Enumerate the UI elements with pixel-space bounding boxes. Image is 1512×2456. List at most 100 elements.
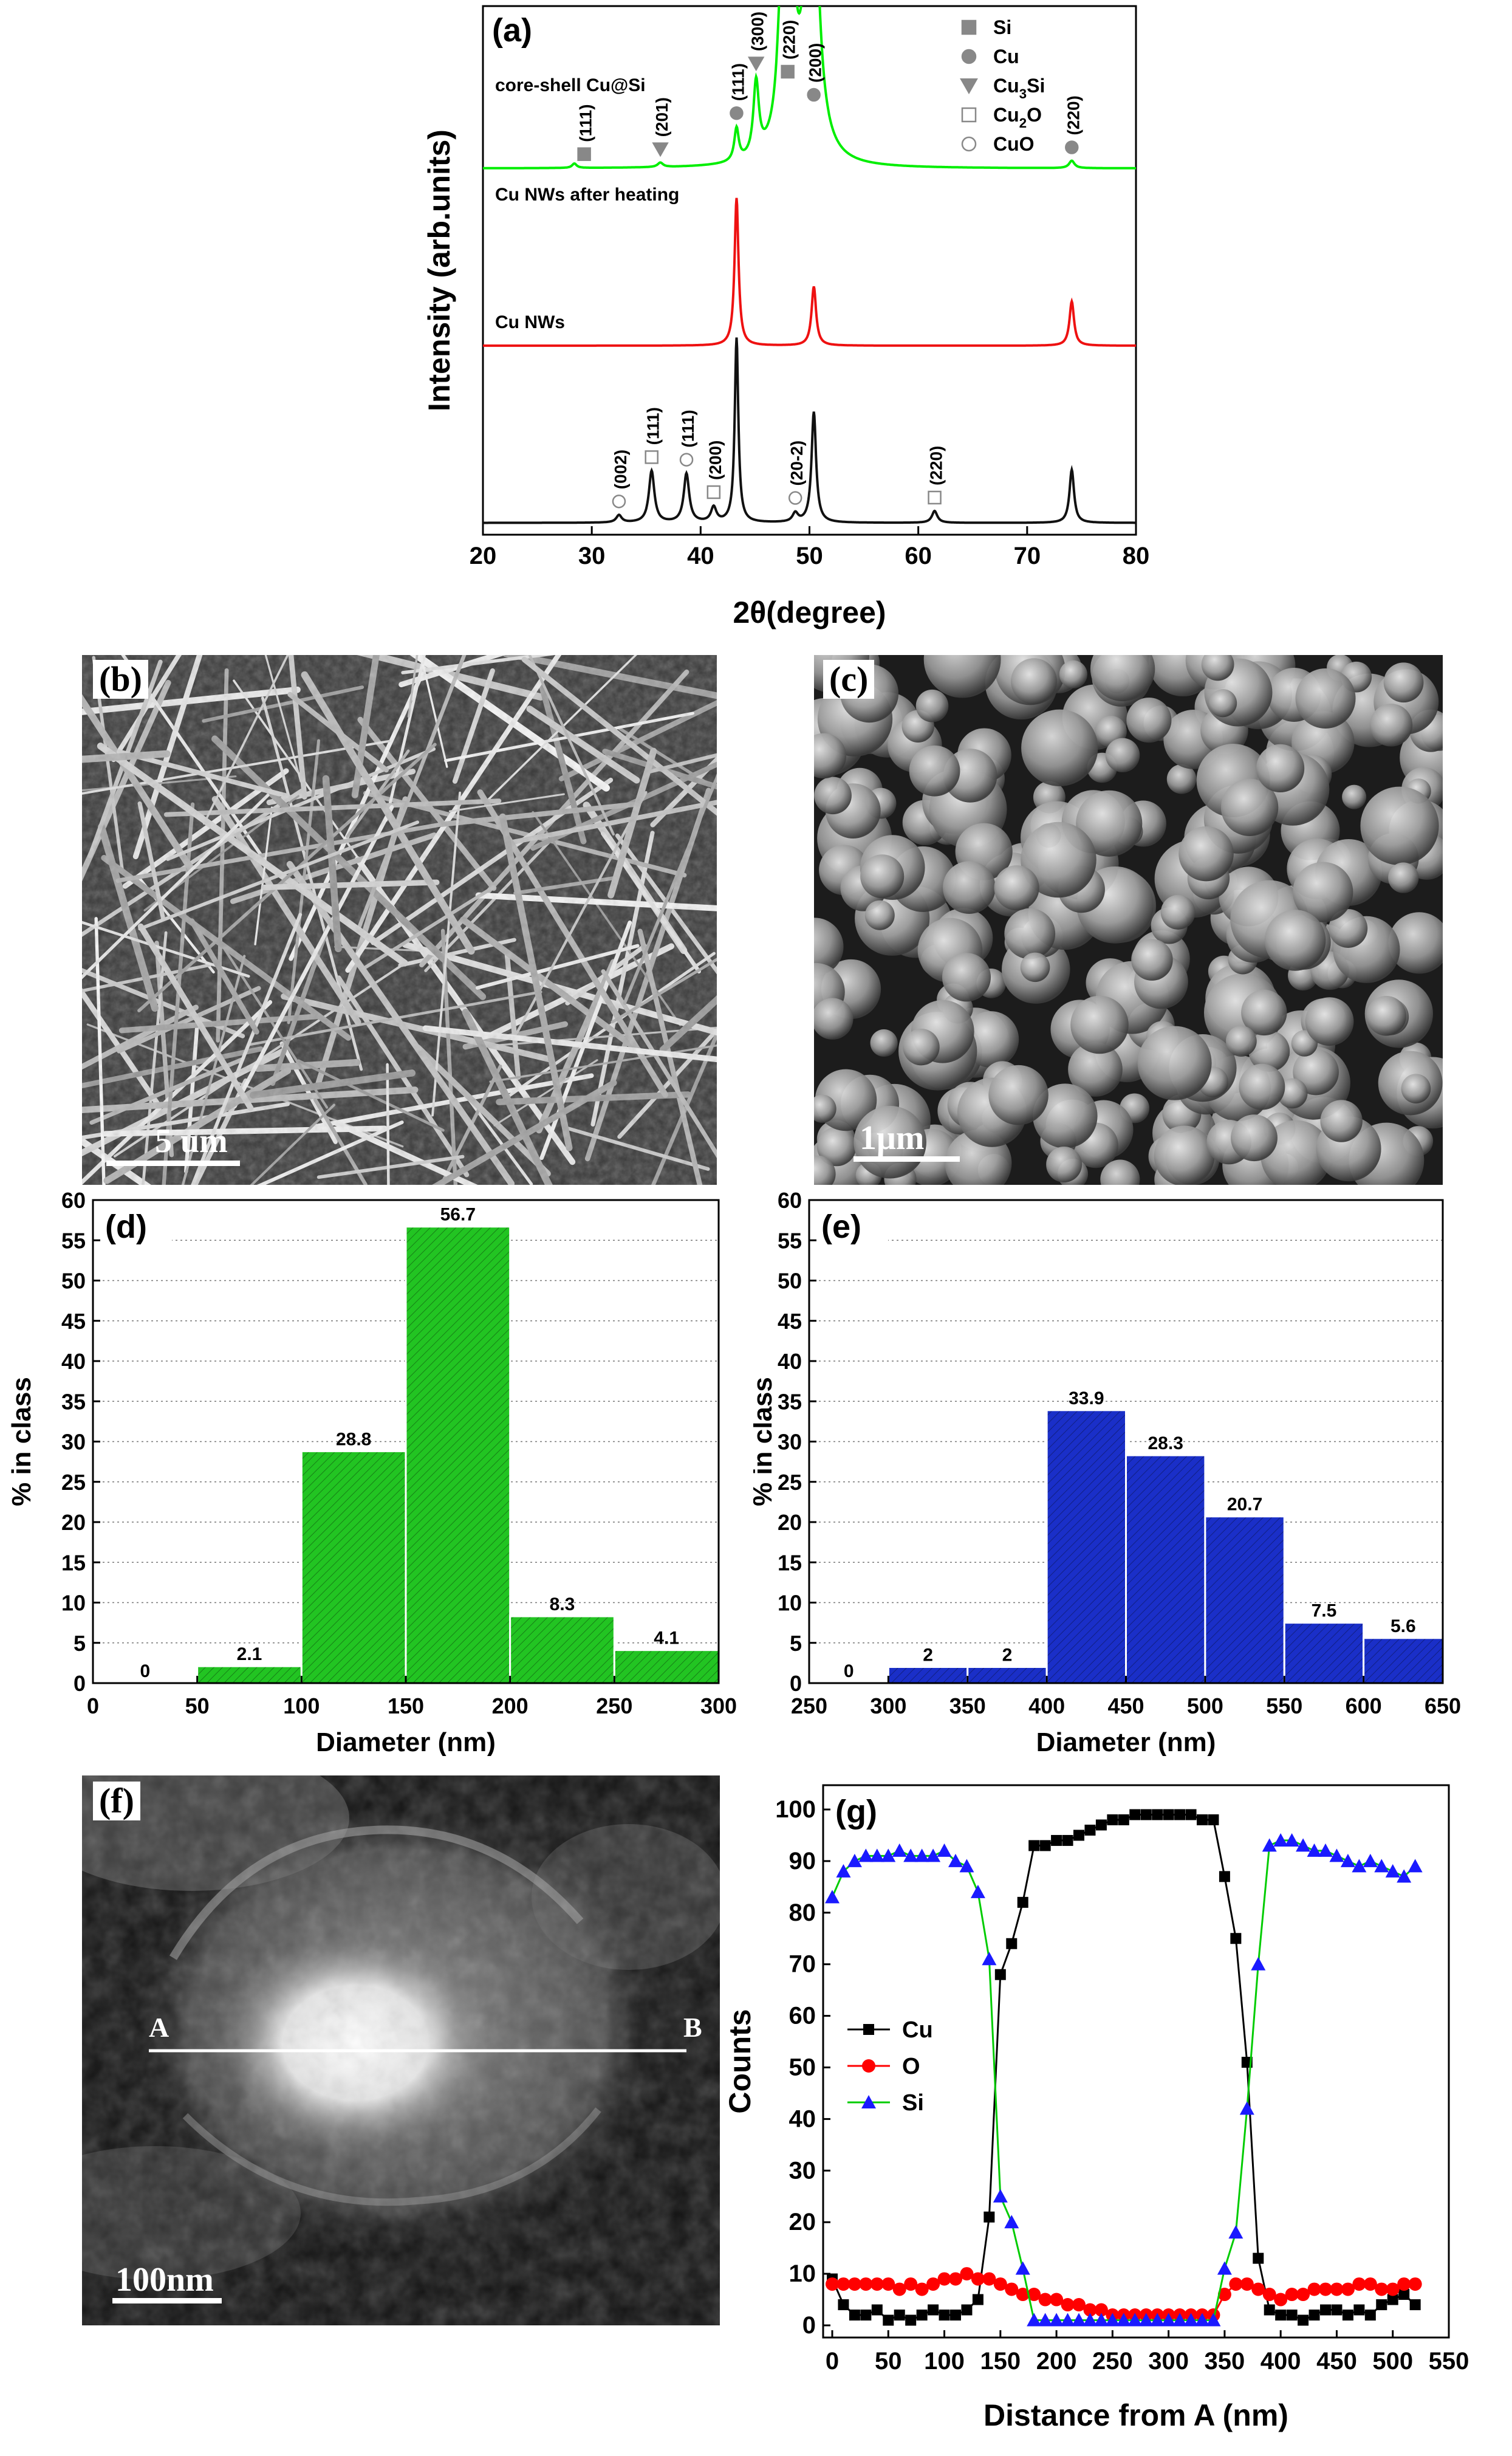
data-point bbox=[1286, 2310, 1298, 2321]
data-point bbox=[1296, 1838, 1311, 1852]
legend-marker bbox=[861, 2095, 876, 2108]
data-point bbox=[1264, 2304, 1275, 2316]
data-point bbox=[892, 1843, 907, 1857]
data-point bbox=[1253, 2252, 1264, 2264]
particle bbox=[1046, 1147, 1083, 1183]
data-point bbox=[993, 2189, 1008, 2203]
data-point bbox=[1127, 2313, 1143, 2327]
particle bbox=[814, 1155, 836, 1185]
data-point bbox=[1262, 1838, 1277, 1852]
data-point bbox=[1208, 1814, 1219, 1825]
data-point bbox=[1363, 2277, 1377, 2291]
data-point bbox=[1161, 2313, 1176, 2327]
histogram-bar bbox=[196, 1665, 303, 1684]
bar-value-label: 28.8 bbox=[336, 1429, 371, 1449]
y-tick-label: 55 bbox=[778, 1228, 802, 1253]
legend-marker bbox=[961, 136, 977, 152]
particle bbox=[1239, 1063, 1285, 1110]
x-tick-label: 80 bbox=[1123, 543, 1150, 569]
y-tick-label: 70 bbox=[789, 1951, 816, 1978]
data-point bbox=[972, 2294, 983, 2305]
particle bbox=[1369, 704, 1413, 747]
data-point bbox=[904, 2277, 918, 2291]
legend-label: O bbox=[902, 2054, 920, 2079]
peak-label: (111) bbox=[728, 63, 747, 101]
data-point bbox=[1004, 2215, 1019, 2229]
particle bbox=[1305, 997, 1354, 1046]
particle bbox=[814, 733, 847, 779]
particle bbox=[1076, 790, 1143, 857]
panel-label-bg bbox=[816, 1207, 888, 1245]
data-point bbox=[1116, 2313, 1131, 2327]
legend-label: Cu2O bbox=[993, 104, 1042, 131]
y-tick-label: 15 bbox=[778, 1550, 802, 1575]
scale-bar-label: 5 um bbox=[155, 1122, 228, 1160]
y-tick-label: 25 bbox=[61, 1470, 86, 1495]
phase-marker bbox=[788, 491, 802, 505]
data-point bbox=[860, 2310, 872, 2321]
data-point bbox=[959, 1859, 974, 1873]
data-point bbox=[1228, 2225, 1243, 2239]
particle bbox=[915, 689, 949, 722]
x-axis-title: Diameter (nm) bbox=[316, 1727, 496, 1756]
particle bbox=[988, 1065, 1048, 1125]
scale-bar-label: 1μm bbox=[860, 1119, 925, 1157]
particle bbox=[1383, 662, 1424, 703]
data-point bbox=[881, 2277, 895, 2291]
data-point bbox=[1363, 1853, 1378, 1867]
particle bbox=[1059, 660, 1087, 688]
data-point bbox=[826, 2277, 839, 2291]
data-point bbox=[1240, 2277, 1254, 2291]
data-point bbox=[1330, 2282, 1344, 2296]
data-point bbox=[1005, 2282, 1019, 2296]
data-point bbox=[1094, 2303, 1108, 2317]
data-point bbox=[869, 1848, 884, 1862]
x-tick-label: 300 bbox=[1148, 2348, 1189, 2375]
particle bbox=[1105, 738, 1140, 773]
x-tick-label: 150 bbox=[980, 2348, 1021, 2375]
data-point bbox=[1016, 2288, 1030, 2302]
data-point bbox=[1072, 2298, 1086, 2312]
data-point bbox=[928, 2304, 939, 2316]
data-point bbox=[948, 1853, 963, 1867]
x-tick-label: 200 bbox=[492, 1693, 529, 1718]
y-tick-label: 80 bbox=[789, 1899, 816, 1926]
legend-label: Si bbox=[902, 2090, 924, 2116]
data-point bbox=[1318, 1843, 1333, 1857]
y-tick-label: 15 bbox=[61, 1550, 86, 1575]
y-tick-label: 60 bbox=[778, 1188, 802, 1213]
data-point bbox=[1341, 2282, 1355, 2296]
particle bbox=[1277, 1078, 1308, 1109]
particle bbox=[816, 1127, 857, 1167]
x-tick-label: 550 bbox=[1266, 1693, 1302, 1718]
data-point bbox=[1409, 2299, 1421, 2311]
line-start-label: A bbox=[149, 2012, 169, 2043]
particle bbox=[1137, 1026, 1212, 1100]
data-point bbox=[871, 2304, 883, 2316]
histogram-bar bbox=[1363, 1637, 1444, 1684]
data-point bbox=[905, 2314, 917, 2326]
data-point bbox=[1174, 1809, 1186, 1820]
data-point bbox=[1331, 2304, 1343, 2316]
particle bbox=[1166, 764, 1197, 794]
data-point bbox=[1376, 2299, 1387, 2311]
x-tick-label: 300 bbox=[700, 1693, 737, 1718]
legend-label: Cu3Si bbox=[993, 75, 1045, 101]
particle bbox=[943, 861, 996, 914]
x-tick-label: 20 bbox=[470, 543, 497, 569]
data-point bbox=[836, 1864, 851, 1878]
y-tick-label: 10 bbox=[61, 1591, 86, 1616]
x-tick-label: 500 bbox=[1372, 2348, 1413, 2375]
histogram-bar bbox=[1125, 1454, 1206, 1684]
xrd-pattern-line bbox=[483, 337, 1136, 524]
histogram-e-panel: 0 5 10 15 20 25 30 35 40 45 50 55 60 0 2 2 33.9 28.3 20.7 7… bbox=[748, 1185, 1512, 1757]
y-tick-label: 30 bbox=[778, 1430, 802, 1455]
x-tick-label: 350 bbox=[949, 1693, 986, 1718]
y-tick-label: 45 bbox=[61, 1309, 86, 1334]
x-tick-label: 550 bbox=[1429, 2348, 1469, 2375]
phase-marker bbox=[781, 64, 795, 79]
profile-chart-panel: 0 10 20 30 40 50 60 70 80 90 100 0 50 100 150 200 250 300… bbox=[717, 1762, 1512, 2453]
particle bbox=[1388, 912, 1443, 974]
y-tick-label: 20 bbox=[61, 1510, 86, 1535]
